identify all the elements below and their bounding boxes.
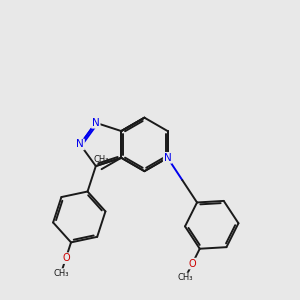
Text: N: N [164, 153, 172, 163]
Text: N: N [92, 118, 100, 128]
Text: O: O [188, 259, 196, 269]
Text: O: O [62, 253, 70, 263]
Text: N: N [76, 140, 84, 149]
Text: CH₃: CH₃ [53, 269, 69, 278]
Text: CH₃: CH₃ [94, 154, 109, 164]
Text: CH₃: CH₃ [177, 273, 193, 282]
